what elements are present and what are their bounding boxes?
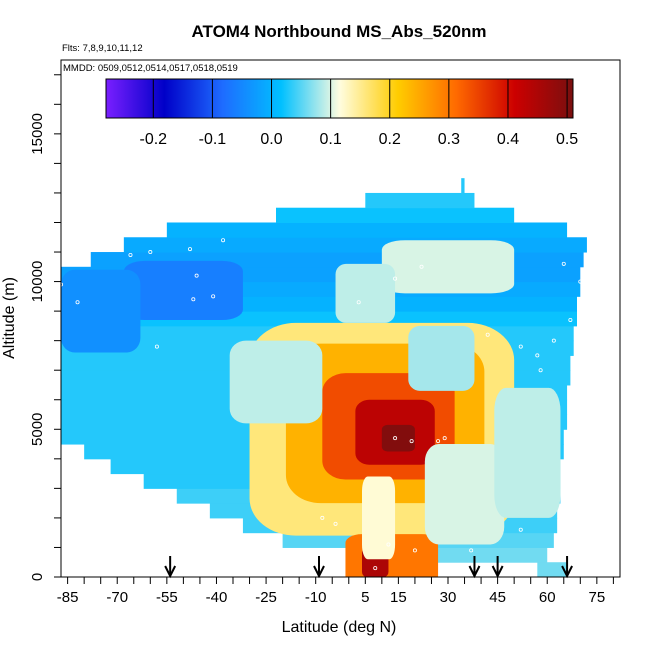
flight-point	[551, 338, 556, 343]
y-tick-label: 5000	[29, 413, 46, 446]
heatmap-band	[461, 178, 465, 194]
heatmap-band	[123, 237, 587, 253]
heatmap-feature	[335, 263, 396, 323]
flight-point	[102, 244, 107, 249]
latitude-arrow	[491, 556, 504, 579]
flight-point	[148, 250, 153, 255]
flight-point	[436, 439, 441, 444]
heatmap-feature	[494, 387, 561, 518]
x-tick-label: -25	[255, 589, 277, 606]
colorbar-tick-label: 0.1	[320, 131, 342, 148]
y-tick-label: 15000	[29, 113, 46, 155]
flight-point	[561, 261, 566, 266]
flight-point	[333, 521, 338, 526]
flight-point	[154, 344, 159, 349]
colorbar-tick-label: 0.3	[438, 131, 460, 148]
flight-point	[469, 548, 474, 553]
flight-point	[535, 353, 540, 358]
flight-point	[211, 294, 216, 299]
flight-point	[217, 542, 222, 547]
colorbar-ticks: -0.2 -0.1 0.0 0.1 0.2 0.3 0.4 0.5	[140, 79, 578, 148]
heatmap-feature	[381, 424, 415, 452]
x-axis-title: Latitude (deg N)	[282, 619, 397, 636]
x-tick-label: 75	[589, 589, 606, 606]
x-tick-label: 45	[489, 589, 506, 606]
flight-point	[386, 542, 391, 547]
flight-point	[393, 276, 398, 281]
heatmap-band	[365, 192, 475, 209]
y-tick-label: 0	[29, 573, 46, 581]
flight-point	[419, 264, 424, 269]
heatmap-feature	[424, 444, 505, 545]
heatmap-feature	[362, 476, 396, 560]
flight-point	[393, 436, 398, 441]
flight-point	[191, 297, 196, 302]
flight-point	[187, 247, 192, 252]
heatmap-band	[537, 562, 568, 577]
x-tick-label: -55	[156, 589, 178, 606]
flight-point	[568, 317, 573, 322]
flight-point	[356, 300, 361, 305]
latitude-arrow	[164, 556, 177, 579]
flight-point	[128, 252, 133, 257]
latitude-arrow	[561, 556, 573, 579]
heatmap-feature	[408, 325, 475, 391]
flight-point	[412, 548, 417, 553]
x-tick-label: 15	[390, 589, 407, 606]
latitude-arrow	[468, 556, 481, 579]
y-tick-label: 10000	[29, 261, 46, 303]
flight-point	[409, 439, 414, 444]
x-tick-label: 30	[440, 589, 457, 606]
heatmap-feature	[123, 260, 243, 320]
x-axis: -85 -70 -55 -40 -25 -10 5 15 30 45 60 75	[57, 577, 614, 606]
flight-point	[75, 300, 80, 305]
colorbar-tick-label: -0.2	[140, 131, 168, 148]
y-axis-title: Altitude (m)	[1, 277, 18, 359]
heatmap-feature	[381, 240, 515, 294]
chart-title: ATOM4 Northbound MS_Abs_520nm	[191, 22, 486, 41]
colorbar-ramp	[105, 78, 574, 119]
latitude-arrow	[313, 556, 325, 579]
colorbar-tick-label: 0.2	[379, 131, 401, 148]
flight-point	[518, 344, 523, 349]
colorbar: -0.2 -0.1 0.0 0.1 0.2 0.3 0.4 0.5	[105, 78, 578, 148]
chart-plot	[61, 178, 587, 577]
flight-point	[538, 368, 543, 373]
flight-point	[442, 436, 447, 441]
flight-point	[485, 332, 490, 337]
colorbar-tick-label: -0.1	[199, 131, 227, 148]
flight-point	[62, 445, 67, 450]
y-axis: 0 5000 10000 15000	[29, 74, 61, 581]
plot-frame	[60, 59, 621, 578]
flight-point	[518, 527, 523, 532]
flight-point	[320, 515, 325, 520]
x-tick-label: -70	[106, 589, 128, 606]
heatmap-band	[276, 207, 515, 223]
flight-point	[88, 241, 93, 246]
flight-point	[373, 566, 378, 571]
x-tick-label: -10	[305, 589, 327, 606]
heatmap-feature	[229, 340, 323, 424]
flight-point	[194, 273, 199, 278]
x-tick-label: -40	[206, 589, 228, 606]
x-tick-label: -85	[57, 589, 79, 606]
latitude-arrows	[164, 556, 573, 579]
flight-points	[61, 238, 583, 571]
flight-point	[578, 279, 583, 284]
heatmap-features	[61, 240, 561, 577]
x-tick-label: 60	[539, 589, 556, 606]
x-tick-label: 5	[361, 589, 369, 606]
colorbar-tick-label: 0.5	[556, 131, 578, 148]
heatmap-band	[166, 222, 568, 238]
flights-note: Flts: 7,8,9,10,11,12	[62, 43, 143, 54]
colorbar-tick-label: 0.0	[260, 131, 282, 148]
dates-note: MMDD: 0509,0512,0514,0517,0518,0519	[63, 63, 238, 74]
flight-point	[221, 238, 226, 243]
colorbar-tick-label: 0.4	[497, 131, 519, 148]
heatmap-feature	[61, 269, 141, 353]
